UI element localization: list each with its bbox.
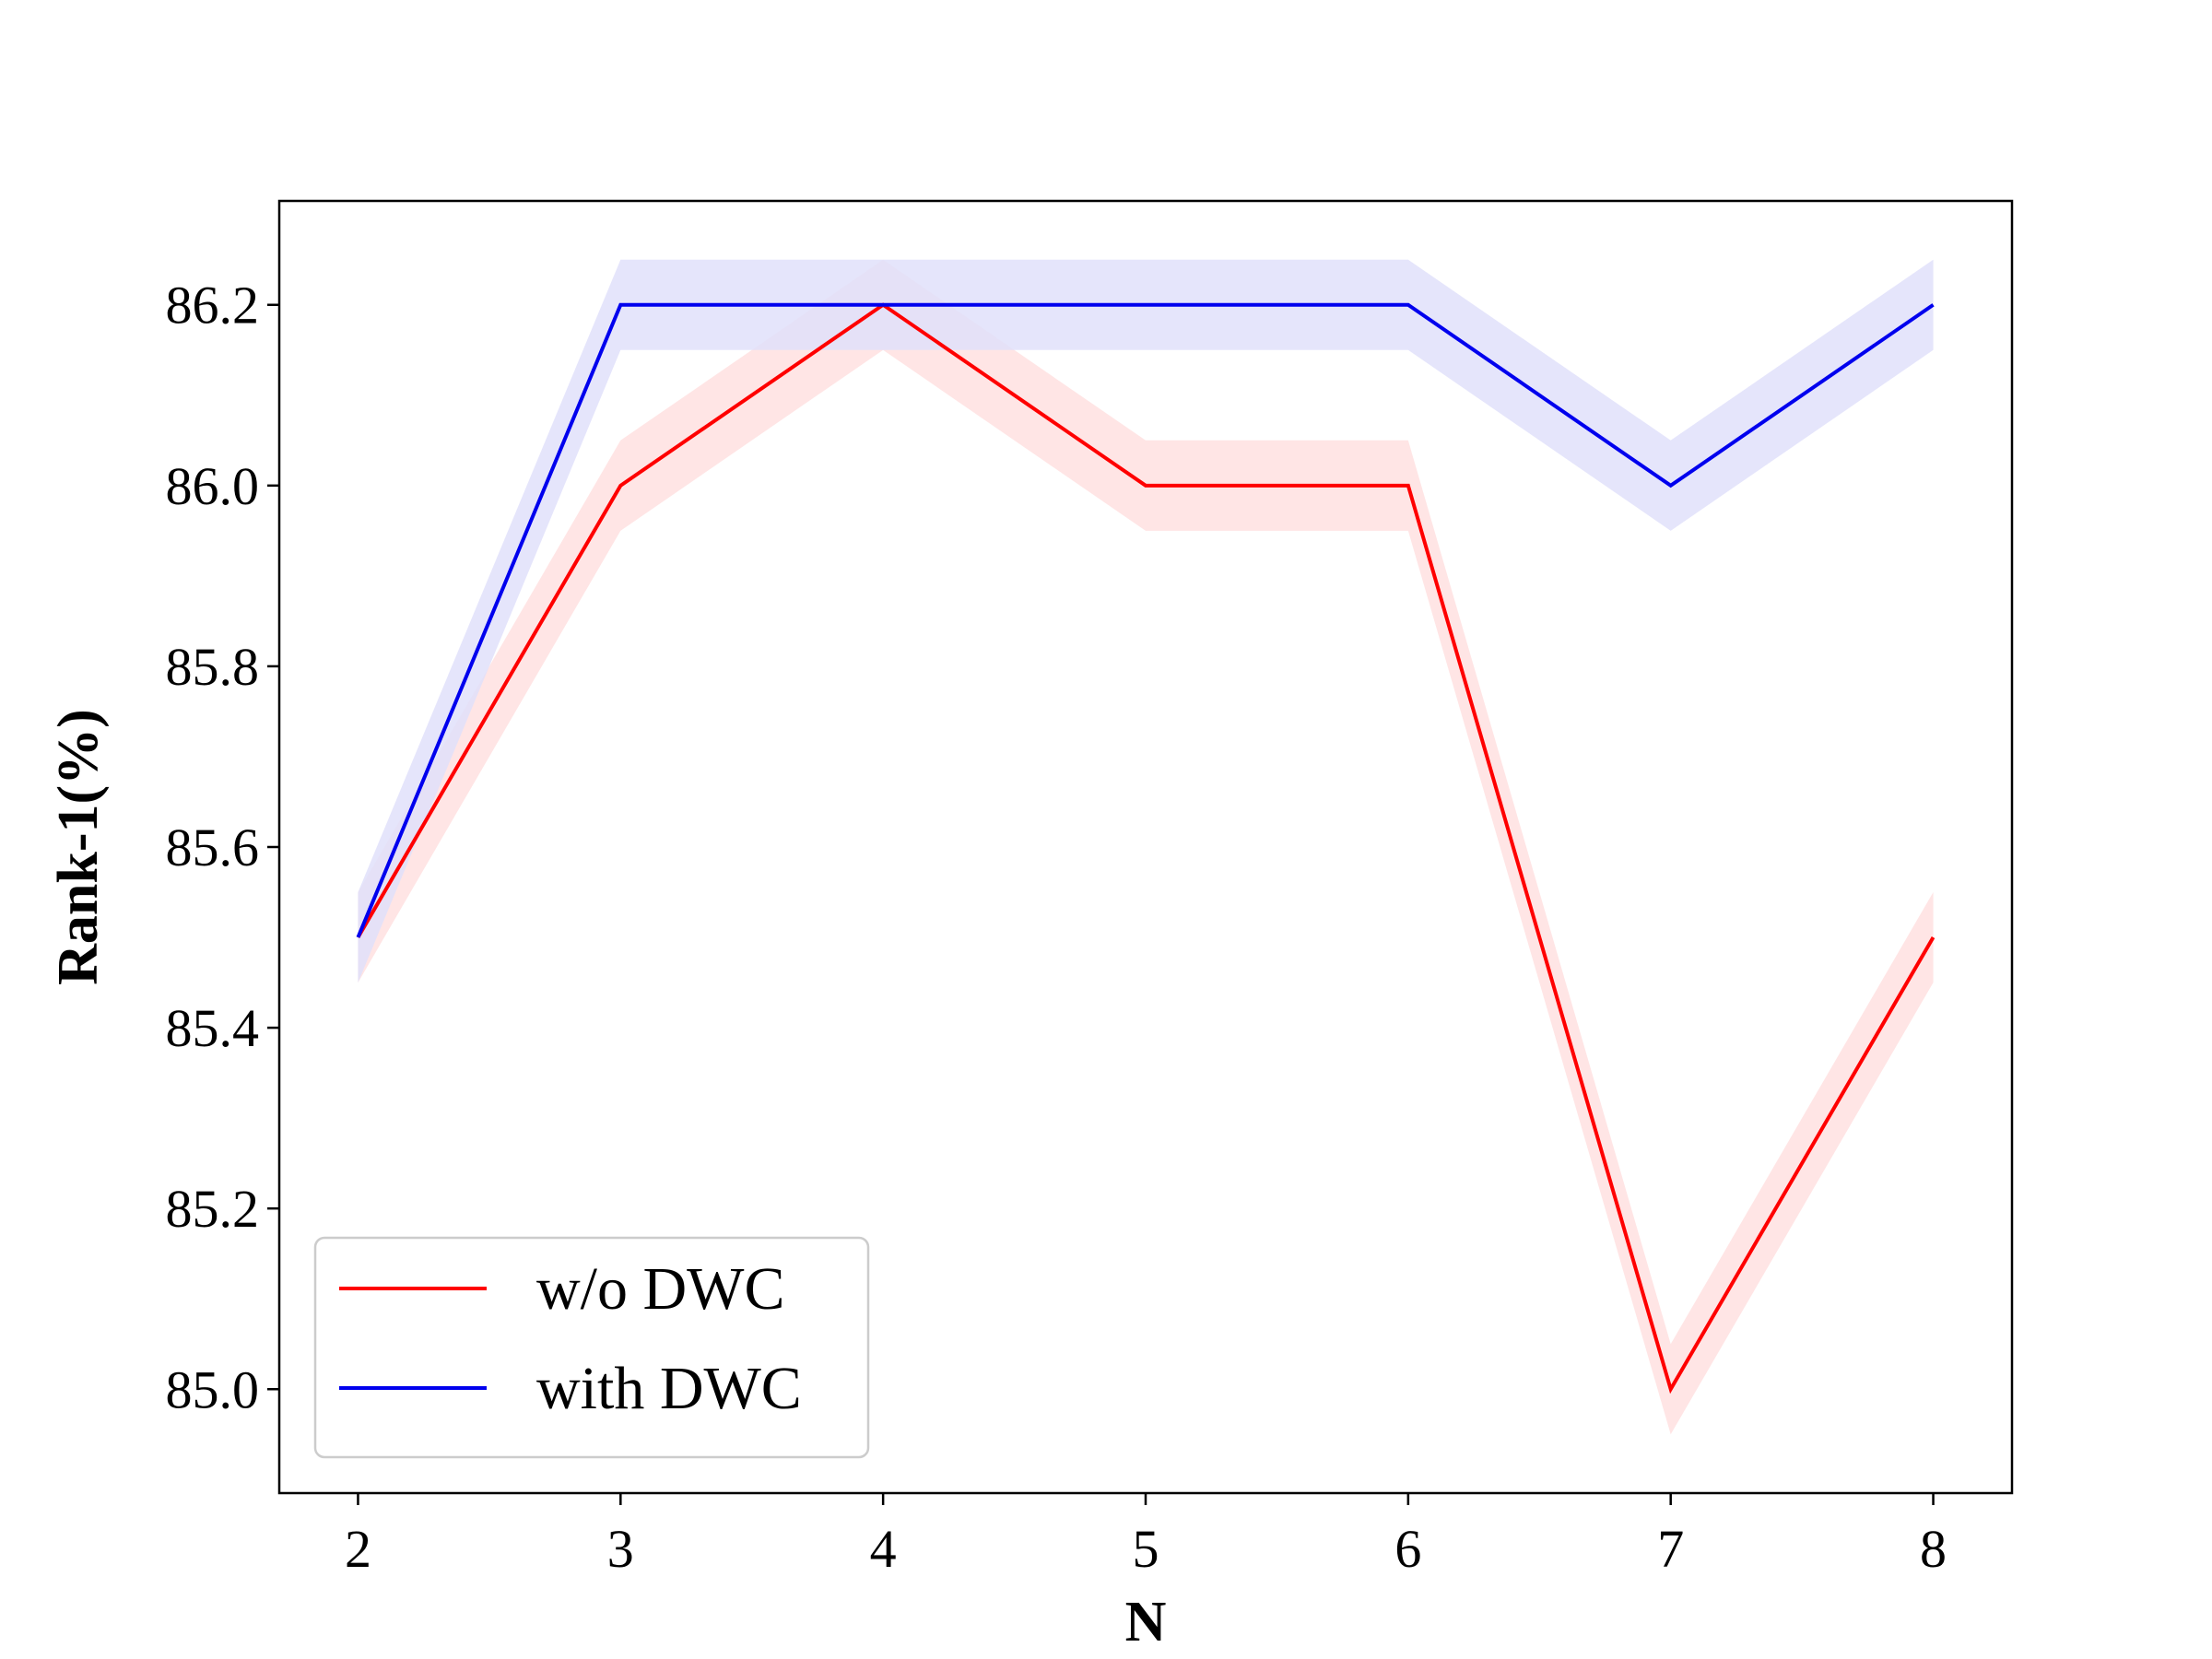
legend-label: with DWC: [536, 1355, 802, 1422]
confidence-bands: [358, 259, 1934, 1435]
x-axis-label: N: [1125, 1591, 1167, 1653]
x-tick-label: 5: [1133, 1519, 1159, 1579]
x-tick-label: 7: [1657, 1519, 1684, 1579]
legend-box: [313, 1236, 870, 1459]
y-tick-label: 86.0: [166, 456, 260, 516]
series-line-w-o-dwc: [356, 302, 1936, 1394]
y-tick-label: 85.8: [166, 637, 260, 697]
band-w-o-dwc: [358, 259, 1934, 1435]
series-line-with-dwc: [356, 302, 1935, 938]
x-axis: 2 3 4 5 6 7 8: [345, 1493, 1947, 1579]
legend: w/o DWC with DWC: [313, 1236, 870, 1459]
y-axis: 85.0 85.2 85.4 85.6 85.8 86.0 86.2: [166, 276, 279, 1419]
x-tick-label: 8: [1920, 1519, 1947, 1579]
y-tick-label: 85.6: [166, 818, 260, 877]
y-tick-label: 86.2: [166, 276, 260, 335]
series-lines: [356, 302, 1936, 1394]
legend-entry: w/o DWC: [339, 1255, 784, 1323]
y-tick-label: 85.0: [166, 1359, 260, 1419]
x-tick-label: 4: [870, 1519, 897, 1579]
x-tick-label: 6: [1394, 1519, 1421, 1579]
legend-entry: with DWC: [339, 1355, 802, 1422]
y-tick-label: 85.4: [166, 998, 260, 1058]
legend-label: w/o DWC: [536, 1255, 784, 1323]
y-axis-label: Rank-1(%): [47, 709, 110, 985]
y-tick-label: 85.2: [166, 1179, 260, 1239]
x-tick-label: 3: [607, 1519, 634, 1579]
x-tick-label: 2: [345, 1519, 371, 1579]
